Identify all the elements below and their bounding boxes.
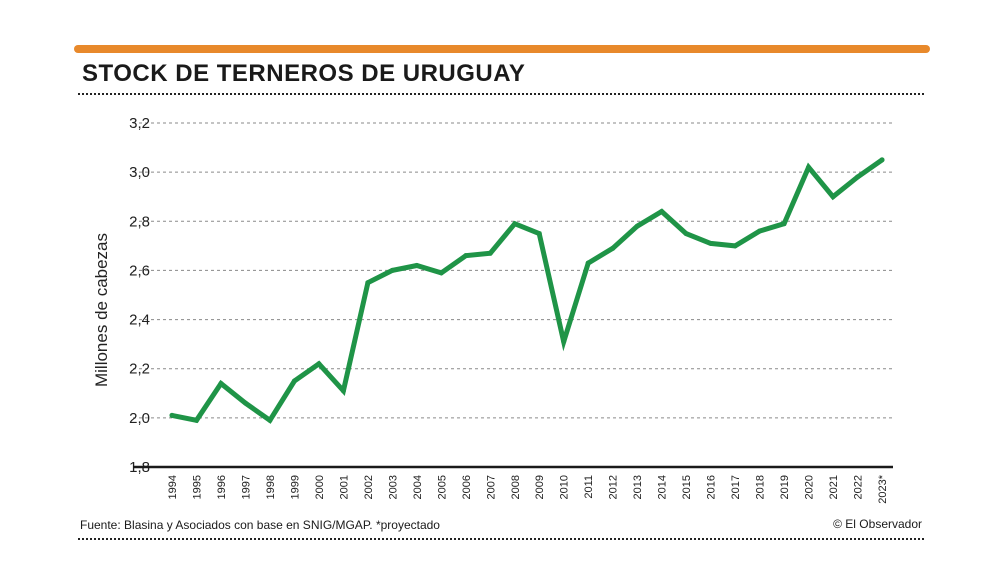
x-tick-label: 2023* — [877, 474, 889, 503]
x-tick-label: 2007 — [485, 475, 497, 499]
x-tick-label: 2020 — [804, 475, 816, 499]
y-tick-label: 2,4 — [129, 312, 150, 329]
data-point — [463, 253, 469, 259]
data-point — [487, 250, 493, 256]
x-tick-label: 2002 — [363, 475, 375, 499]
x-tick-label: 2005 — [436, 475, 448, 499]
x-tick-label: 1997 — [240, 475, 252, 499]
y-tick-label: 3,2 — [129, 115, 150, 132]
x-tick-label: 1999 — [289, 475, 301, 499]
data-point — [218, 380, 224, 386]
data-point — [757, 228, 763, 234]
data-point — [585, 260, 591, 266]
x-tick-label: 2017 — [730, 475, 742, 499]
data-point — [634, 223, 640, 229]
x-tick-label: 2001 — [338, 475, 350, 499]
x-tick-label: 2010 — [559, 475, 571, 499]
x-tick-label: 2009 — [534, 475, 546, 499]
data-point — [781, 221, 787, 227]
x-tick-label: 2014 — [657, 475, 669, 499]
data-point — [659, 208, 665, 214]
x-tick-label: 2008 — [510, 475, 522, 499]
y-tick-label: 2,2 — [129, 361, 150, 378]
data-point — [830, 194, 836, 200]
y-axis-title: Millones de cabezas — [92, 233, 111, 387]
x-tick-label: 2013 — [632, 475, 644, 499]
data-point — [683, 231, 689, 237]
x-tick-label: 2003 — [387, 475, 399, 499]
y-tick-label: 2,0 — [129, 410, 150, 427]
data-point — [561, 339, 567, 345]
series-line-stock — [169, 157, 885, 424]
data-point — [389, 267, 395, 273]
y-axis-ticks: 1,82,02,22,42,62,83,03,2 — [129, 115, 150, 476]
data-point — [708, 240, 714, 246]
data-point — [291, 378, 297, 384]
title-divider — [78, 93, 924, 95]
data-point — [414, 263, 420, 269]
gridlines — [133, 122, 893, 419]
data-point — [316, 361, 322, 367]
x-tick-label: 2006 — [461, 475, 473, 499]
x-tick-label: 2018 — [755, 475, 767, 499]
accent-bar — [74, 45, 930, 53]
data-point — [438, 270, 444, 276]
x-tick-label: 2004 — [412, 475, 424, 499]
x-tick-label: 1998 — [265, 475, 277, 499]
data-point — [340, 388, 346, 394]
x-tick-label: 2011 — [583, 475, 595, 499]
x-tick-label: 2000 — [314, 475, 326, 499]
x-tick-label: 2021 — [828, 475, 840, 499]
y-tick-label: 3,0 — [129, 164, 150, 181]
data-point — [732, 243, 738, 249]
data-point — [610, 245, 616, 251]
x-tick-label: 1994 — [167, 475, 179, 499]
data-point — [536, 231, 542, 237]
data-point — [169, 412, 175, 418]
y-tick-label: 2,8 — [129, 213, 150, 230]
footer-divider — [78, 538, 924, 540]
data-point — [267, 417, 273, 423]
chart-title: STOCK DE TERNEROS DE URUGUAY — [82, 60, 526, 87]
x-tick-label: 2022 — [853, 475, 865, 499]
data-point — [855, 174, 861, 180]
data-point — [806, 164, 812, 170]
x-tick-label: 2019 — [779, 475, 791, 499]
data-point — [193, 417, 199, 423]
y-tick-label: 2,6 — [129, 262, 150, 279]
data-point — [879, 157, 885, 163]
x-tick-label: 2016 — [706, 475, 718, 499]
source-note: Fuente: Blasina y Asociados con base en … — [80, 518, 440, 532]
x-tick-label: 1996 — [216, 475, 228, 499]
x-tick-label: 1995 — [191, 475, 203, 499]
data-point — [242, 400, 248, 406]
credit-note: © El Observador — [833, 517, 922, 531]
data-point — [365, 280, 371, 286]
x-axis-ticks: 1994 1995 1996 1997 1998 1999 2000 2001 2002 2003… — [167, 474, 889, 503]
x-tick-label: 2015 — [681, 475, 693, 499]
x-tick-label: 2012 — [608, 475, 620, 499]
data-point — [512, 221, 518, 227]
